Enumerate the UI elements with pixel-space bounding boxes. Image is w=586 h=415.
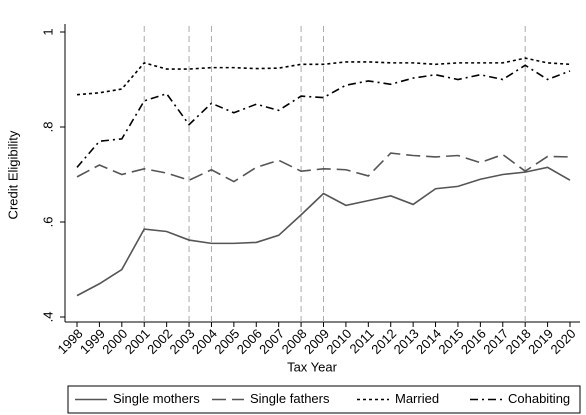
y-tick-label: .8 xyxy=(40,122,55,133)
series-line xyxy=(76,57,571,96)
legend-label: Single mothers xyxy=(113,391,200,406)
y-axis-label: Credit Eligibility xyxy=(5,130,20,219)
legend-label: Cohabiting xyxy=(508,391,570,406)
legend-box xyxy=(67,385,581,414)
x-tick-label: 2020 xyxy=(547,326,578,357)
series-line xyxy=(76,166,571,297)
y-tick-label: .6 xyxy=(40,217,55,228)
legend-label: Single fathers xyxy=(250,391,330,406)
y-tick-label: .4 xyxy=(40,312,55,323)
x-axis-label: Tax Year xyxy=(287,359,338,374)
y-tick-label: 1 xyxy=(40,28,55,35)
series-line xyxy=(76,152,571,183)
legend-label: Married xyxy=(395,391,439,406)
